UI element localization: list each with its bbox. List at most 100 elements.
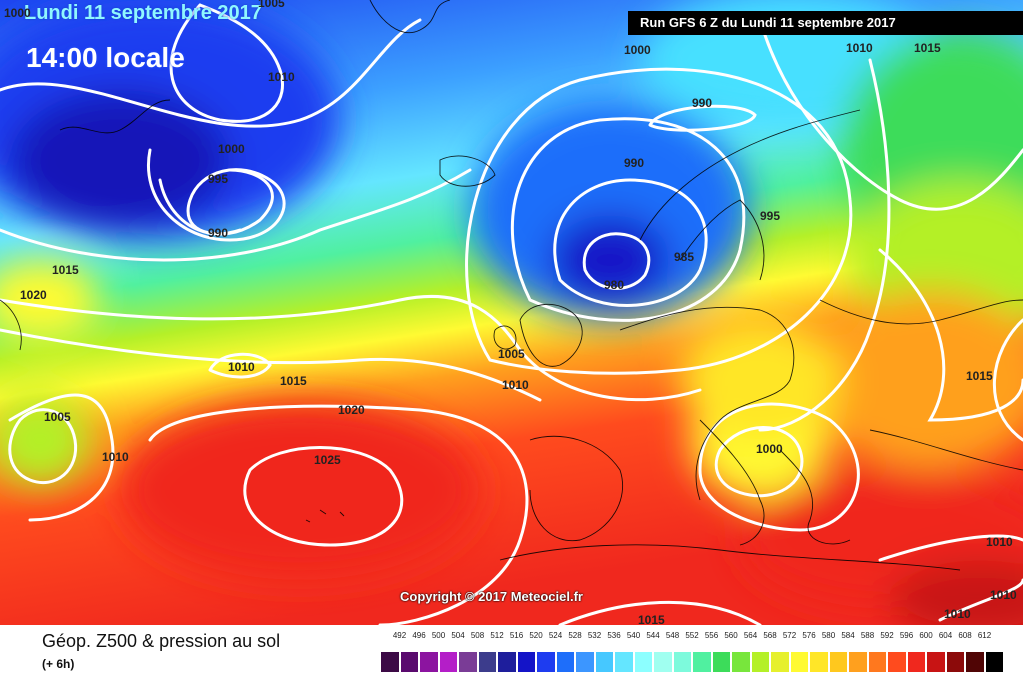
isobar-label: 1000	[4, 6, 31, 20]
isobar-label: 995	[208, 172, 229, 186]
isobar-label: 1010	[228, 360, 255, 374]
isobar	[8, 393, 115, 522]
isobar	[758, 18, 1023, 211]
isobar	[148, 404, 529, 625]
color-swatch	[731, 651, 751, 673]
scale-tick-label: 524	[548, 631, 563, 640]
color-swatch	[516, 651, 536, 673]
isobar-label: 1020	[20, 288, 47, 302]
isobar-label: 1025	[314, 453, 341, 467]
isobar	[553, 178, 708, 307]
scale-tick-label: 508	[470, 631, 485, 640]
color-swatch	[965, 651, 985, 673]
isobar-label: 995	[760, 209, 781, 223]
color-swatch	[536, 651, 556, 673]
weather-map: Lundi 11 septembre 2017 14:00 locale Run…	[0, 0, 1023, 625]
color-swatch	[497, 651, 517, 673]
product-name: Géop. Z500 & pression au sol	[42, 631, 281, 651]
scale-tick-label: 532	[587, 631, 602, 640]
scale-tick-label: 572	[782, 631, 797, 640]
color-swatch	[399, 651, 419, 673]
coastlines	[0, 0, 1023, 571]
isobar	[0, 294, 702, 402]
scale-tick-label: 548	[665, 631, 680, 640]
scale-tick-label: 576	[802, 631, 816, 640]
isobar	[243, 446, 404, 547]
isobar-label: 1000	[756, 442, 783, 456]
map-canvas	[0, 0, 1023, 625]
color-swatch	[809, 651, 829, 673]
color-swatch	[555, 651, 575, 673]
scale-tick-label: 592	[880, 631, 894, 640]
isobar-label: 1010	[846, 41, 873, 55]
isobar	[8, 408, 78, 485]
isobar	[582, 232, 651, 290]
color-swatch	[828, 651, 848, 673]
isobar-label: 1015	[914, 41, 941, 55]
isobar-label: 1000	[624, 43, 651, 57]
run-banner: Run GFS 6 Z du Lundi 11 septembre 2017	[628, 11, 1023, 35]
scale-tick-label: 564	[743, 631, 758, 640]
scale-tick-label: 604	[938, 631, 953, 640]
scale-tick-label: 492	[392, 631, 407, 640]
isobar-label: 1015	[966, 369, 993, 383]
scale-tick-label: 496	[412, 631, 426, 640]
color-swatch	[477, 651, 497, 673]
color-swatch	[458, 651, 478, 673]
isobar-label: 1005	[258, 0, 285, 10]
isobar	[0, 18, 422, 128]
color-swatch	[380, 651, 400, 673]
isobar-label: 1005	[498, 347, 525, 361]
isobar	[169, 3, 284, 123]
isobar	[0, 328, 542, 402]
color-swatch	[984, 651, 1004, 673]
isobar	[714, 426, 804, 498]
isobar-label: 980	[604, 278, 625, 292]
scale-tick-label: 500	[431, 631, 446, 640]
scale-tick-label: 536	[607, 631, 621, 640]
scale-tick-label: 552	[685, 631, 699, 640]
isobar-label: 990	[208, 226, 229, 240]
scale-tick-label: 588	[860, 631, 875, 640]
isobar-label: 1020	[338, 403, 365, 417]
isobar	[878, 248, 1023, 422]
isobar	[648, 104, 757, 132]
color-swatch	[575, 651, 595, 673]
isobar	[558, 600, 762, 625]
scale-tick-label: 580	[821, 631, 836, 640]
isobar	[698, 402, 860, 532]
color-swatch	[438, 651, 458, 673]
isobar-label: 990	[624, 156, 645, 170]
scale-tick-label: 560	[724, 631, 738, 640]
scale-tick-label: 584	[841, 631, 855, 640]
isobar-label: 1000	[218, 142, 245, 156]
color-swatch	[770, 651, 790, 673]
isobar	[510, 117, 746, 322]
isobar	[158, 168, 274, 236]
color-swatch	[906, 651, 926, 673]
color-swatch	[419, 651, 439, 673]
scale-tick-label: 600	[919, 631, 933, 640]
color-swatch	[653, 651, 673, 673]
color-swatch	[926, 651, 946, 673]
color-swatch	[692, 651, 712, 673]
color-swatch	[789, 651, 809, 673]
scale-tick-label: 544	[646, 631, 660, 640]
scale-tick-label: 504	[451, 631, 465, 640]
isobar-label: 1015	[52, 263, 79, 277]
scale-tick-label: 568	[763, 631, 777, 640]
color-swatch	[848, 651, 868, 673]
map-date: Lundi 11 septembre 2017	[24, 2, 262, 24]
scale-tick-label: 540	[626, 631, 641, 640]
copyright: Copyright © 2017 Meteociel.fr	[400, 589, 583, 604]
scale-tick-label: 520	[529, 631, 543, 640]
isobars	[0, 3, 1023, 625]
isobar	[0, 168, 472, 262]
lead-time: (+ 6h)	[42, 657, 75, 671]
isobar-label: 1010	[944, 607, 971, 621]
isobar-label: 1010	[986, 535, 1013, 549]
scale-tick-label: 512	[490, 631, 504, 640]
color-swatch	[945, 651, 965, 673]
legend-footer: Géop. Z500 & pression au sol (+ 6h) 492 4…	[0, 625, 1023, 677]
isobar	[208, 352, 272, 379]
